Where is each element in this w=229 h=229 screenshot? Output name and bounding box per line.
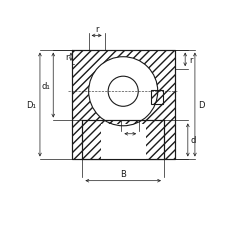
Polygon shape <box>100 124 145 160</box>
Text: r: r <box>65 53 68 62</box>
Circle shape <box>108 77 138 107</box>
Text: D: D <box>198 101 204 109</box>
Text: d: d <box>190 136 195 145</box>
Text: r: r <box>94 25 98 34</box>
Text: B: B <box>120 169 125 178</box>
Circle shape <box>88 57 157 126</box>
Text: r: r <box>189 56 192 65</box>
Polygon shape <box>71 50 174 160</box>
Text: r: r <box>128 123 131 131</box>
Text: d₁: d₁ <box>42 81 50 90</box>
Polygon shape <box>82 121 163 160</box>
Polygon shape <box>150 91 162 104</box>
Text: D₁: D₁ <box>26 101 36 109</box>
